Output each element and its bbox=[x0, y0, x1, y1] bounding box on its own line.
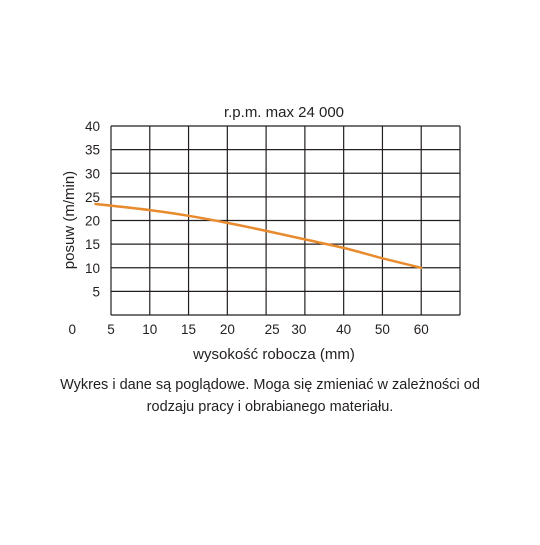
y-tick-label: 20 bbox=[85, 214, 100, 229]
y-tick-label: 15 bbox=[85, 237, 100, 252]
chart-title: r.p.m. max 24 000 bbox=[224, 104, 344, 121]
y-tick-labels: 40 35 30 25 20 15 10 5 bbox=[85, 119, 100, 299]
x-tick-label: 30 bbox=[291, 322, 306, 337]
x-tick-label: 5 bbox=[107, 322, 115, 337]
x-tick-label: 50 bbox=[375, 322, 390, 337]
y-tick-label: 40 bbox=[85, 119, 100, 134]
y-tick-label: 25 bbox=[85, 190, 100, 205]
y-axis-label: posuw (m/min) bbox=[61, 171, 78, 269]
y-tick-label: 35 bbox=[85, 143, 100, 158]
x-tick-label: 20 bbox=[220, 322, 235, 337]
series-line bbox=[94, 202, 423, 270]
y-tick-label: 10 bbox=[85, 261, 100, 276]
x-tick-label: 25 bbox=[265, 322, 280, 337]
x-tick-label: 40 bbox=[336, 322, 351, 337]
y-tick-label: 30 bbox=[85, 166, 100, 181]
x-tick-label: 60 bbox=[414, 322, 429, 337]
x-tick-labels: 0 5 10 15 20 25 30 40 50 60 bbox=[68, 322, 428, 337]
x-axis-label: wysokość robocza (mm) bbox=[192, 346, 355, 363]
x-tick-label: 15 bbox=[181, 322, 196, 337]
y-tick-label: 5 bbox=[92, 284, 100, 299]
disclaimer-line-2: rodzaju pracy i obrabianego materiału. bbox=[146, 399, 394, 415]
x-tick-label: 0 bbox=[68, 322, 76, 337]
grid bbox=[110, 125, 461, 316]
disclaimer-line-1: Wykres i dane są poglądowe. Moga się zmi… bbox=[60, 377, 480, 393]
x-tick-label: 10 bbox=[142, 322, 157, 337]
